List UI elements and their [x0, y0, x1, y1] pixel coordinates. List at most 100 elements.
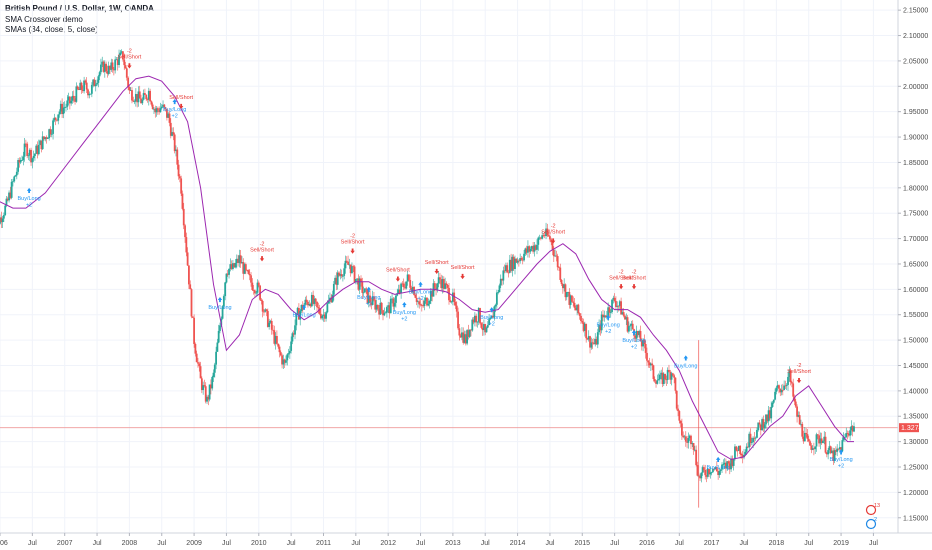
candle-body: [600, 314, 603, 331]
sell-arrow-icon: [178, 103, 184, 110]
candle-body: [367, 295, 370, 304]
buy-signal-qty: +2: [631, 344, 637, 350]
candle-body: [419, 304, 422, 306]
candle-body: [532, 246, 535, 252]
candle-body: [457, 311, 459, 329]
candle-body: [483, 324, 485, 331]
sell-signal-label: Sell/Short: [169, 95, 193, 101]
candle-body: [545, 228, 547, 237]
candle-body: [300, 304, 303, 312]
candle-body: [649, 363, 652, 366]
candle-body: [109, 65, 111, 70]
candle-body: [261, 300, 264, 312]
candle-body: [146, 99, 149, 100]
candle-body: [473, 315, 476, 323]
candle-body: [853, 426, 855, 432]
candle-body: [565, 292, 568, 298]
sell-signal-qty: -2: [619, 269, 624, 275]
x-tick-label: 2017: [704, 540, 720, 547]
candle-body: [630, 323, 633, 326]
candle-body: [393, 302, 396, 307]
sell-signal-label: Sell/Short: [341, 240, 365, 246]
candle-body: [728, 463, 731, 470]
candle-body: [288, 350, 291, 354]
candle-body: [666, 369, 669, 380]
candle-body: [609, 312, 612, 313]
candle-body: [233, 263, 236, 268]
candle-body: [363, 288, 366, 293]
candle-body: [723, 462, 726, 465]
candle-body: [336, 272, 339, 285]
candle-body: [554, 255, 557, 257]
candle-body: [260, 299, 263, 301]
candle-body: [780, 389, 783, 393]
badge-13[interactable]: [865, 504, 877, 516]
candle-body: [62, 107, 65, 115]
candle-body: [255, 292, 258, 294]
candle-body: [2, 215, 5, 219]
candle-body: [37, 144, 40, 155]
candle-body: [851, 426, 854, 432]
candle-body: [683, 436, 686, 438]
candle-body: [371, 296, 374, 305]
time-axis[interactable]: 2006 Jul 2007 Jul 2008 Jul 2009 Jul 2010 Jul 2011 J…: [0, 533, 878, 547]
candle-body: [269, 320, 272, 323]
candle-body: [70, 100, 73, 104]
candle-body: [659, 374, 661, 380]
candle-body: [713, 468, 716, 470]
candle-body: [242, 262, 245, 274]
candle-body: [268, 322, 271, 327]
candle-body: [497, 292, 500, 293]
candle-body: [705, 475, 708, 477]
candle-body: [354, 279, 357, 283]
buy-arrow-icon: [631, 329, 637, 336]
event-badges[interactable]: 13 2: [865, 503, 881, 530]
sell-signal-label: Sell/Short: [250, 247, 274, 253]
candle-body: [56, 119, 58, 121]
x-tick-label: 2014: [510, 540, 526, 547]
candle-body: [818, 435, 820, 444]
candle-body: [505, 265, 507, 272]
candle-body: [124, 65, 127, 69]
candle-body: [285, 360, 287, 363]
candle-body: [693, 449, 696, 451]
candle-body: [502, 270, 505, 281]
candle-body: [582, 322, 585, 331]
candle-body: [72, 95, 75, 99]
candle-body: [602, 314, 604, 318]
candle-body: [688, 435, 691, 439]
buy-signal-label: Buy/Long: [597, 323, 620, 329]
sell-arrow-icon: [434, 268, 439, 275]
candle-body: [581, 320, 584, 323]
candle-body: [407, 274, 410, 280]
candle-body: [41, 136, 44, 150]
candle-body: [167, 113, 170, 118]
candle-body: [453, 292, 456, 303]
candle-body: [349, 264, 352, 274]
sell-signal-label: Sell/Short: [425, 260, 449, 266]
candle-body: [543, 235, 546, 237]
candlestick-series: [0, 49, 855, 508]
candle-body: [635, 330, 638, 339]
badge-2[interactable]: [865, 518, 877, 530]
price-axis[interactable]: 2.15000 2.10000 2.05000 2.00000 1.95000 1.900…: [898, 8, 928, 523]
sell-arrow-icon: [460, 273, 465, 280]
candle-body: [715, 467, 718, 472]
candle-body: [587, 336, 590, 340]
candle-body: [58, 111, 61, 115]
y-tick-label: 1.35000: [903, 414, 928, 421]
candle-body: [424, 297, 427, 301]
candle-body: [274, 336, 277, 344]
candle-body: [703, 467, 705, 470]
candle-body: [776, 385, 779, 388]
candle-body: [845, 433, 848, 437]
candle-body: [340, 274, 343, 277]
candle-body: [414, 294, 417, 298]
y-tick-label: 1.55000: [903, 312, 928, 319]
candle-body: [391, 298, 393, 300]
candle-body: [145, 94, 148, 100]
candle-body: [345, 260, 348, 262]
candle-body: [687, 438, 690, 443]
badge-13-text: 13: [874, 503, 880, 509]
